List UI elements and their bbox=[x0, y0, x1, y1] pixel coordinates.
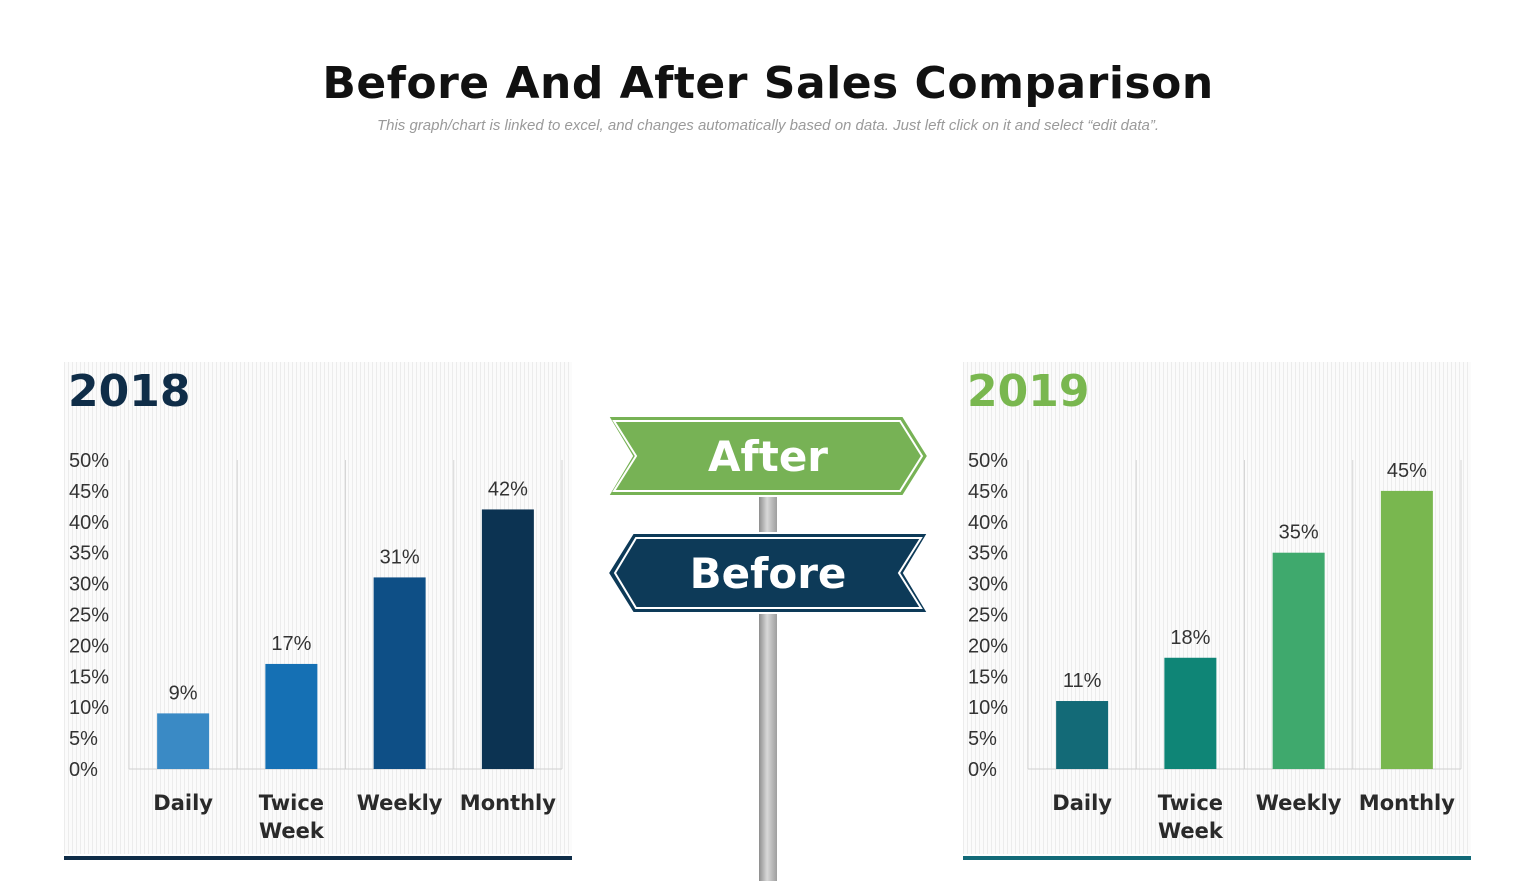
y-tick-label: 15% bbox=[69, 666, 109, 688]
bar-2018-3[interactable] bbox=[481, 509, 534, 769]
y-tick-label: 50% bbox=[968, 450, 1008, 472]
data-label: 42% bbox=[488, 478, 528, 500]
y-tick-label: 30% bbox=[968, 574, 1008, 596]
bar-2018-2[interactable] bbox=[373, 577, 426, 769]
data-label: 17% bbox=[271, 633, 311, 655]
y-tick-label: 5% bbox=[968, 728, 997, 750]
bar-2018-0[interactable] bbox=[157, 713, 210, 769]
data-label: 45% bbox=[1387, 460, 1427, 482]
y-tick-label: 0% bbox=[968, 759, 997, 781]
chart-panel-2018[interactable]: 2018 0% 5% 10% 15% 20% 25% 30% 35% 40% 45% 50% 9% Da… bbox=[64, 362, 572, 860]
x-category-label: Weekly bbox=[357, 791, 443, 815]
x-category-label: Monthly bbox=[1359, 791, 1455, 815]
before-sign-arrow-shape bbox=[606, 532, 930, 614]
data-label: 18% bbox=[1170, 627, 1210, 649]
chart-title-2018: 2018 bbox=[68, 366, 191, 417]
x-category-label: Weekly bbox=[1256, 791, 1342, 815]
x-category-label: Twice Week bbox=[1158, 791, 1224, 843]
y-tick-label: 0% bbox=[69, 759, 98, 781]
bar-2018-1[interactable] bbox=[265, 663, 318, 769]
data-label: 9% bbox=[169, 682, 198, 704]
y-tick-label: 35% bbox=[69, 543, 109, 565]
before-sign-label: Before bbox=[689, 548, 847, 598]
after-sign: After bbox=[605, 412, 931, 500]
after-sign-label: After bbox=[707, 431, 829, 481]
bar-2019-2[interactable] bbox=[1272, 552, 1325, 769]
panel-underline-2018 bbox=[64, 856, 572, 860]
y-tick-label: 35% bbox=[968, 543, 1008, 565]
bar-2019-0[interactable] bbox=[1056, 701, 1109, 769]
data-label: 11% bbox=[1063, 670, 1102, 692]
data-label: 35% bbox=[1279, 522, 1319, 544]
chart-title-2019: 2019 bbox=[967, 366, 1090, 417]
x-category-label: Twice Week bbox=[259, 791, 325, 843]
bar-2019-1[interactable] bbox=[1164, 657, 1217, 769]
y-tick-label: 15% bbox=[968, 666, 1008, 688]
after-sign-arrow-shape bbox=[606, 415, 930, 497]
x-category-label: Daily bbox=[1052, 791, 1112, 815]
y-tick-label: 45% bbox=[69, 481, 109, 503]
y-tick-label: 45% bbox=[968, 481, 1008, 503]
x-category-label: Monthly bbox=[460, 791, 556, 815]
page-title: Before And After Sales Comparison bbox=[322, 58, 1214, 109]
y-tick-label: 25% bbox=[968, 605, 1008, 627]
bar-2019-3[interactable] bbox=[1380, 490, 1433, 769]
y-tick-label: 50% bbox=[69, 450, 109, 472]
bar-chart-2018[interactable]: 0% 5% 10% 15% 20% 25% 30% 35% 40% 45% 50% 9% Daily 17… bbox=[64, 362, 572, 854]
y-tick-label: 20% bbox=[69, 635, 109, 657]
data-label: 31% bbox=[380, 546, 420, 568]
y-tick-label: 20% bbox=[968, 635, 1008, 657]
y-tick-label: 25% bbox=[69, 605, 109, 627]
y-tick-label: 10% bbox=[968, 697, 1008, 719]
y-tick-label: 40% bbox=[69, 512, 109, 534]
page-subtitle: This graph/chart is linked to excel, and… bbox=[376, 117, 1160, 134]
y-tick-label: 40% bbox=[968, 512, 1008, 534]
y-tick-label: 5% bbox=[69, 728, 98, 750]
bar-chart-2019[interactable]: 0% 5% 10% 15% 20% 25% 30% 35% 40% 45% 50% 11% Daily 1… bbox=[963, 362, 1471, 854]
chart-panel-2019[interactable]: 2019 0% 5% 10% 15% 20% 25% 30% 35% 40% 45% 50% 11% D… bbox=[963, 362, 1471, 860]
before-sign: Before bbox=[605, 530, 931, 616]
y-tick-label: 10% bbox=[69, 697, 109, 719]
panel-underline-2019 bbox=[963, 856, 1471, 860]
y-tick-label: 30% bbox=[69, 574, 109, 596]
x-category-label: Daily bbox=[153, 791, 213, 815]
